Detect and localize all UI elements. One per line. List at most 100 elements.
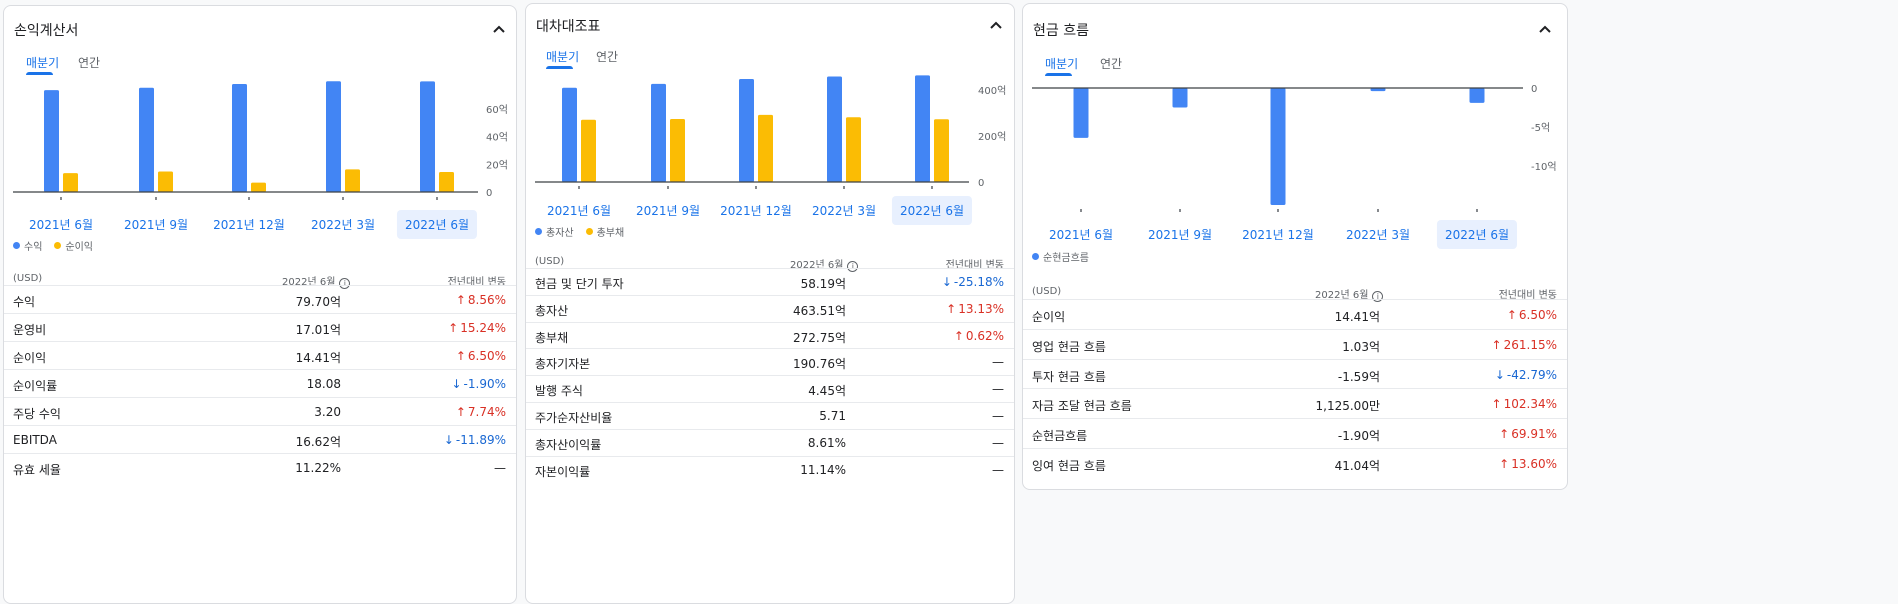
table-row: 영업 현금 흐름 1.03억 ↑ 261.15%	[1023, 328, 1567, 359]
card-title: 대차대조표	[536, 19, 601, 35]
bar-primary[interactable]	[232, 84, 247, 192]
row-value: 17.01억	[295, 323, 341, 337]
bar-primary[interactable]	[1172, 88, 1188, 108]
x-label-2022-06[interactable]: 2022년 6월	[1436, 220, 1518, 249]
row-label: 총자산이익률	[535, 437, 602, 452]
x-label-2021-12[interactable]: 2021년 12월	[213, 218, 285, 232]
bar-secondary[interactable]	[581, 119, 596, 182]
x-label-2021-06[interactable]: 2021년 6월	[1048, 228, 1114, 242]
change-value: —	[992, 435, 1004, 450]
arrow-down-icon: ↓	[451, 377, 462, 391]
change-value: -11.89%	[455, 433, 506, 447]
info-icon[interactable]: i	[1372, 291, 1384, 302]
bar-secondary[interactable]	[158, 171, 173, 192]
table-header: (USD) 2022년 6월 i 전년대비 변동	[1023, 278, 1567, 306]
tab-quarterly[interactable]: 매분기	[26, 56, 60, 70]
card-title: 현금 흐름	[1033, 23, 1089, 39]
row-change: —	[494, 461, 506, 475]
row-change: —	[992, 436, 1004, 450]
x-label-2021-09[interactable]: 2021년 9월	[635, 204, 701, 218]
bar-secondary[interactable]	[63, 173, 78, 192]
table-row: 운영비 17.01억 ↑ 15.24%	[4, 313, 516, 341]
x-label-2021-06[interactable]: 2021년 6월	[546, 204, 612, 218]
period-label: 2022년 6월	[282, 277, 336, 288]
chart-legend: 수익 순이익	[13, 238, 93, 253]
table-row: 투자 현금 흐름 -1.59억 ↓ -42.79%	[1023, 358, 1567, 389]
row-value: 1,125.00만	[1315, 399, 1380, 414]
chevron-up-icon[interactable]	[489, 20, 509, 40]
row-value: 18.08	[306, 377, 341, 391]
x-label-2021-12[interactable]: 2021년 12월	[1242, 228, 1314, 242]
bar-primary[interactable]	[915, 75, 930, 182]
x-label-2022-06[interactable]: 2022년 6월	[396, 210, 478, 239]
bar-primary[interactable]	[651, 83, 666, 182]
row-value: 5.71	[819, 409, 846, 423]
bar-primary[interactable]	[1469, 88, 1485, 103]
bar-primary[interactable]	[44, 90, 59, 192]
row-change: ↓ -25.18%	[942, 275, 1004, 289]
x-label-2022-03[interactable]: 2022년 3월	[811, 204, 877, 218]
row-label: 운영비	[13, 323, 47, 337]
table-row: 발행 주식 4.45억 —	[526, 375, 1014, 402]
change-value: —	[494, 461, 506, 475]
info-icon[interactable]: i	[339, 278, 351, 289]
tab-underline	[26, 72, 53, 75]
legend-item-total-assets: 총자산	[535, 224, 574, 239]
bar-secondary[interactable]	[439, 172, 454, 192]
bar-primary[interactable]	[420, 81, 435, 192]
row-value: 14.41억	[295, 351, 341, 365]
card-title: 손익계산서	[14, 23, 79, 39]
bar-primary[interactable]	[1270, 88, 1286, 205]
arrow-up-icon: ↑	[455, 293, 466, 307]
x-label-2021-09[interactable]: 2021년 9월	[123, 218, 189, 232]
x-label-2022-03[interactable]: 2022년 3월	[310, 218, 376, 232]
bar-secondary[interactable]	[758, 114, 773, 182]
legend-dot-yellow	[54, 242, 62, 249]
x-label-2021-12[interactable]: 2021년 12월	[720, 204, 792, 218]
tab-annual[interactable]: 연간	[78, 56, 101, 70]
x-label-2022-03[interactable]: 2022년 3월	[1345, 228, 1411, 242]
bar-secondary[interactable]	[670, 119, 685, 182]
bar-primary[interactable]	[1073, 88, 1089, 138]
y-tick-label: 200억	[978, 131, 1006, 143]
bar-primary[interactable]	[139, 87, 154, 192]
chevron-up-icon[interactable]	[986, 16, 1006, 36]
period-header: 2022년 6월 i	[790, 256, 859, 272]
row-value: 14.41억	[1334, 310, 1380, 324]
tab-annual[interactable]: 연간	[1100, 57, 1123, 71]
x-label-2021-09[interactable]: 2021년 9월	[1147, 228, 1213, 242]
legend-item-total-liabilities: 총부채	[585, 224, 624, 239]
row-change: ↑ 261.15%	[1492, 338, 1557, 352]
tab-quarterly[interactable]: 매분기	[1045, 57, 1079, 71]
change-value: 13.13%	[958, 301, 1004, 316]
row-label: 총자산	[535, 303, 569, 318]
chevron-up-icon[interactable]	[1535, 20, 1555, 40]
tab-quarterly[interactable]: 매분기	[546, 50, 580, 64]
bar-secondary[interactable]	[846, 117, 861, 182]
legend-label: 순이익	[65, 242, 94, 253]
table-row: 주당 수익 3.20 ↑ 7.74%	[4, 397, 516, 425]
table-header: (USD) 2022년 6월 i 전년대비 변동	[526, 248, 1014, 276]
unit-label: (USD)	[13, 273, 43, 284]
row-value: 8.61%	[807, 435, 846, 450]
tab-annual[interactable]: 연간	[596, 50, 619, 64]
income-statement-card: 손익계산서 매분기 연간 0 20억 40억 60억 2021년 6월 2021년 9…	[3, 5, 517, 604]
table-row: 총자기자본 190.76억 —	[526, 348, 1014, 375]
bar-primary[interactable]	[827, 76, 842, 182]
legend-dot-blue	[1032, 253, 1039, 260]
bar-primary[interactable]	[739, 79, 754, 182]
unit-label: (USD)	[1032, 286, 1062, 297]
row-change: ↑ 6.50%	[1507, 308, 1557, 322]
row-change: ↓ -42.79%	[1495, 368, 1557, 382]
change-value: 6.50%	[467, 349, 506, 363]
bar-secondary[interactable]	[251, 182, 266, 192]
x-label-2021-06[interactable]: 2021년 6월	[28, 218, 94, 232]
bar-primary[interactable]	[562, 87, 577, 182]
table-row: 주가순자산비율 5.71 —	[526, 402, 1014, 429]
bar-primary[interactable]	[1370, 88, 1386, 92]
info-icon[interactable]: i	[847, 261, 859, 272]
bar-secondary[interactable]	[934, 119, 949, 182]
bar-secondary[interactable]	[345, 169, 360, 192]
x-label-2022-06[interactable]: 2022년 6월	[891, 196, 973, 225]
bar-primary[interactable]	[326, 81, 341, 192]
